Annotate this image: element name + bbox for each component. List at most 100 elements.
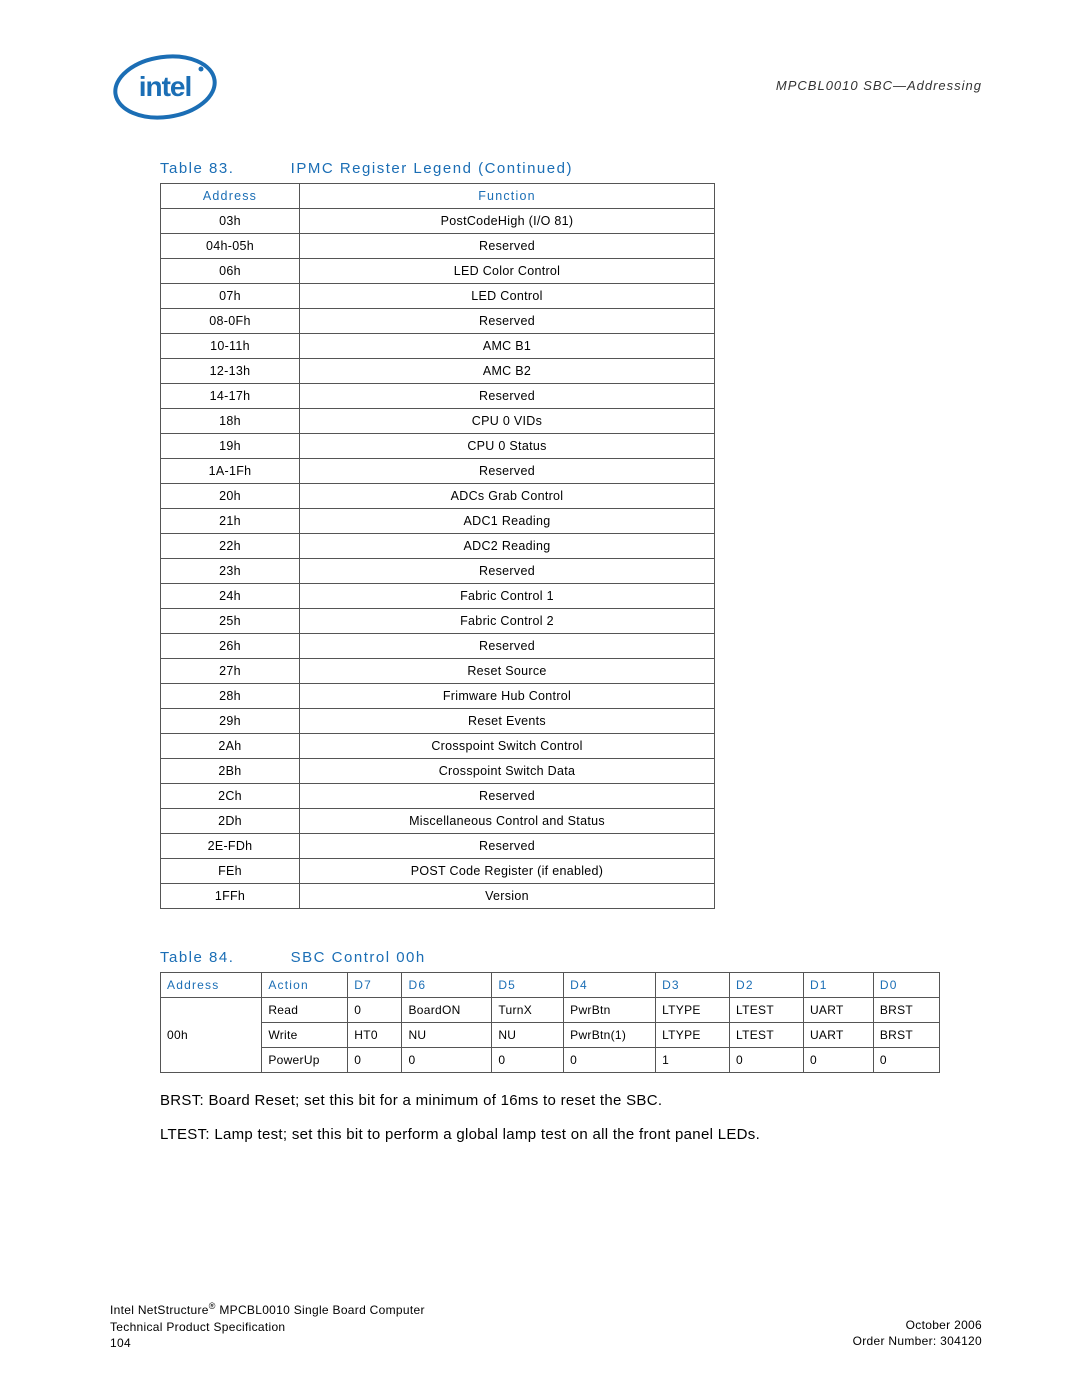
table83-cell-function: Version: [300, 884, 715, 909]
table84-cell: LTYPE: [656, 998, 730, 1023]
table83-cell-address: 1FFh: [161, 884, 300, 909]
intel-logo: intel: [110, 52, 220, 127]
table84-cell: Write: [262, 1023, 348, 1048]
table-row: 29hReset Events: [161, 709, 715, 734]
table83-cell-function: Reset Events: [300, 709, 715, 734]
table83-cell-address: 1A-1Fh: [161, 459, 300, 484]
footer-order: Order Number: 304120: [853, 1334, 982, 1348]
table84-cell: LTEST: [730, 1023, 804, 1048]
table-row: 07hLED Control: [161, 284, 715, 309]
table83-cell-function: Frimware Hub Control: [300, 684, 715, 709]
table84-header: D2: [730, 973, 804, 998]
table83-cell-function: Reserved: [300, 384, 715, 409]
desc-ltest: LTEST: Lamp test; set this bit to perfor…: [160, 1125, 990, 1145]
table-row: 2BhCrosspoint Switch Data: [161, 759, 715, 784]
table-row: 1FFhVersion: [161, 884, 715, 909]
footer-spec: Technical Product Specification: [110, 1320, 285, 1334]
table83-cell-address: 2Bh: [161, 759, 300, 784]
table83-cell-function: PostCodeHigh (I/O 81): [300, 209, 715, 234]
table84-header: D5: [492, 973, 564, 998]
table84-title: SBC Control 00h: [291, 949, 426, 966]
table83-cell-address: 06h: [161, 259, 300, 284]
table83-cell-address: 2Dh: [161, 809, 300, 834]
table84-cell: NU: [492, 1023, 564, 1048]
table-row: 03hPostCodeHigh (I/O 81): [161, 209, 715, 234]
table84-cell: 0: [402, 1048, 492, 1073]
table83-cell-function: Crosspoint Switch Data: [300, 759, 715, 784]
header-doc-ref: MPCBL0010 SBC—Addressing: [776, 78, 982, 93]
table84-cell: LTYPE: [656, 1023, 730, 1048]
table83: Address Function 03hPostCodeHigh (I/O 81…: [160, 183, 715, 909]
table-row: 1A-1FhReserved: [161, 459, 715, 484]
table83-cell-function: Fabric Control 1: [300, 584, 715, 609]
table84-header: D3: [656, 973, 730, 998]
table83-cell-address: 07h: [161, 284, 300, 309]
table84-cell: 1: [656, 1048, 730, 1073]
table83-cell-address: 10-11h: [161, 334, 300, 359]
table-row: 10-11hAMC B1: [161, 334, 715, 359]
table83-header-address: Address: [161, 184, 300, 209]
table83-cell-address: 25h: [161, 609, 300, 634]
table83-cell-function: Miscellaneous Control and Status: [300, 809, 715, 834]
table83-cell-function: Reserved: [300, 459, 715, 484]
table83-cell-function: Fabric Control 2: [300, 609, 715, 634]
table84-cell: 0: [492, 1048, 564, 1073]
table-row: 14-17hReserved: [161, 384, 715, 409]
table83-cell-function: Reserved: [300, 634, 715, 659]
table83-header-function: Function: [300, 184, 715, 209]
table83-cell-address: 20h: [161, 484, 300, 509]
table-row: 27hReset Source: [161, 659, 715, 684]
table84-cell: LTEST: [730, 998, 804, 1023]
table84-header: D7: [348, 973, 402, 998]
table83-cell-function: Reserved: [300, 834, 715, 859]
table-row: 00hRead0BoardONTurnXPwrBtnLTYPELTESTUART…: [161, 998, 940, 1023]
table83-cell-address: 12-13h: [161, 359, 300, 384]
table83-cell-function: Reserved: [300, 784, 715, 809]
table-row: 21hADC1 Reading: [161, 509, 715, 534]
table84-cell: 0: [348, 1048, 402, 1073]
table-row: 20hADCs Grab Control: [161, 484, 715, 509]
footer-date: October 2006: [906, 1318, 982, 1332]
table-row: 2ChReserved: [161, 784, 715, 809]
table83-cell-function: POST Code Register (if enabled): [300, 859, 715, 884]
table84-cell: 0: [564, 1048, 656, 1073]
table83-cell-function: ADC1 Reading: [300, 509, 715, 534]
table84-cell: BRST: [873, 1023, 939, 1048]
table83-cell-address: 27h: [161, 659, 300, 684]
table83-cell-function: CPU 0 Status: [300, 434, 715, 459]
table84-cell: UART: [803, 1023, 873, 1048]
table84-cell: PwrBtn: [564, 998, 656, 1023]
table83-cell-address: 14-17h: [161, 384, 300, 409]
desc-brst: BRST: Board Reset; set this bit for a mi…: [160, 1091, 990, 1111]
table84-cell: PowerUp: [262, 1048, 348, 1073]
table-row: 22hADC2 Reading: [161, 534, 715, 559]
table-row: 19hCPU 0 Status: [161, 434, 715, 459]
table84-cell: NU: [402, 1023, 492, 1048]
table-row: 28hFrimware Hub Control: [161, 684, 715, 709]
table-row: 08-0FhReserved: [161, 309, 715, 334]
table84-header: D4: [564, 973, 656, 998]
svg-text:intel: intel: [139, 71, 192, 102]
table83-cell-function: AMC B1: [300, 334, 715, 359]
table84-cell: 0: [803, 1048, 873, 1073]
table-row: 23hReserved: [161, 559, 715, 584]
table83-number: Table 83.: [160, 160, 285, 177]
table84-cell: BoardON: [402, 998, 492, 1023]
table84-caption: Table 84. SBC Control 00h: [160, 949, 990, 966]
table84-cell: TurnX: [492, 998, 564, 1023]
table84-header: D0: [873, 973, 939, 998]
table84-cell: BRST: [873, 998, 939, 1023]
table83-cell-function: AMC B2: [300, 359, 715, 384]
table-row: 04h-05hReserved: [161, 234, 715, 259]
table83-cell-address: 2Ah: [161, 734, 300, 759]
table83-cell-address: 24h: [161, 584, 300, 609]
table-row: 26hReserved: [161, 634, 715, 659]
table84-cell: 0: [873, 1048, 939, 1073]
table84-header: D6: [402, 973, 492, 998]
table83-title: IPMC Register Legend (Continued): [291, 160, 573, 177]
table84-number: Table 84.: [160, 949, 285, 966]
table-row: 2DhMiscellaneous Control and Status: [161, 809, 715, 834]
table-row: WriteHT0NUNUPwrBtn(1)LTYPELTESTUARTBRST: [161, 1023, 940, 1048]
table84-cell: 0: [348, 998, 402, 1023]
table84-header: Address: [161, 973, 262, 998]
